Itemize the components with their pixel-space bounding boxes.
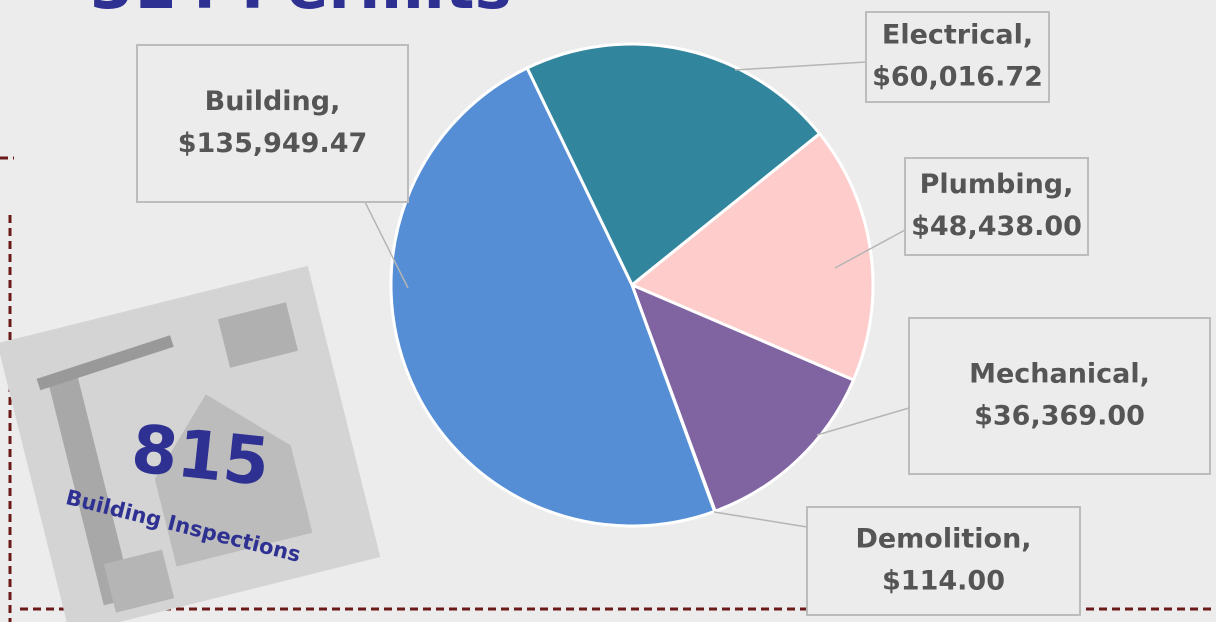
value-label: $60,016.72 [872, 62, 1043, 93]
label-box [137, 45, 408, 202]
slice-label: Mechanical, [969, 359, 1150, 390]
page: 314 Permits 815 Building Inspections Ele… [0, 0, 1216, 622]
slice-label: Demolition, [855, 524, 1031, 555]
slice-label: Plumbing, [920, 169, 1074, 200]
chart-title: 314 Permits [90, 0, 511, 23]
inspection-count: 815 [128, 410, 273, 501]
value-label: $114.00 [882, 566, 1005, 597]
value-label: $36,369.00 [974, 401, 1145, 432]
value-label: $135,949.47 [178, 128, 368, 159]
slice-label: Building, [205, 86, 341, 117]
value-label: $48,438.00 [911, 211, 1082, 242]
label-box [909, 318, 1210, 474]
slice-label: Electrical, [882, 20, 1033, 51]
